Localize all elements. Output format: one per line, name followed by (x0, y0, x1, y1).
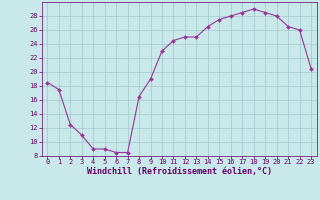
X-axis label: Windchill (Refroidissement éolien,°C): Windchill (Refroidissement éolien,°C) (87, 167, 272, 176)
